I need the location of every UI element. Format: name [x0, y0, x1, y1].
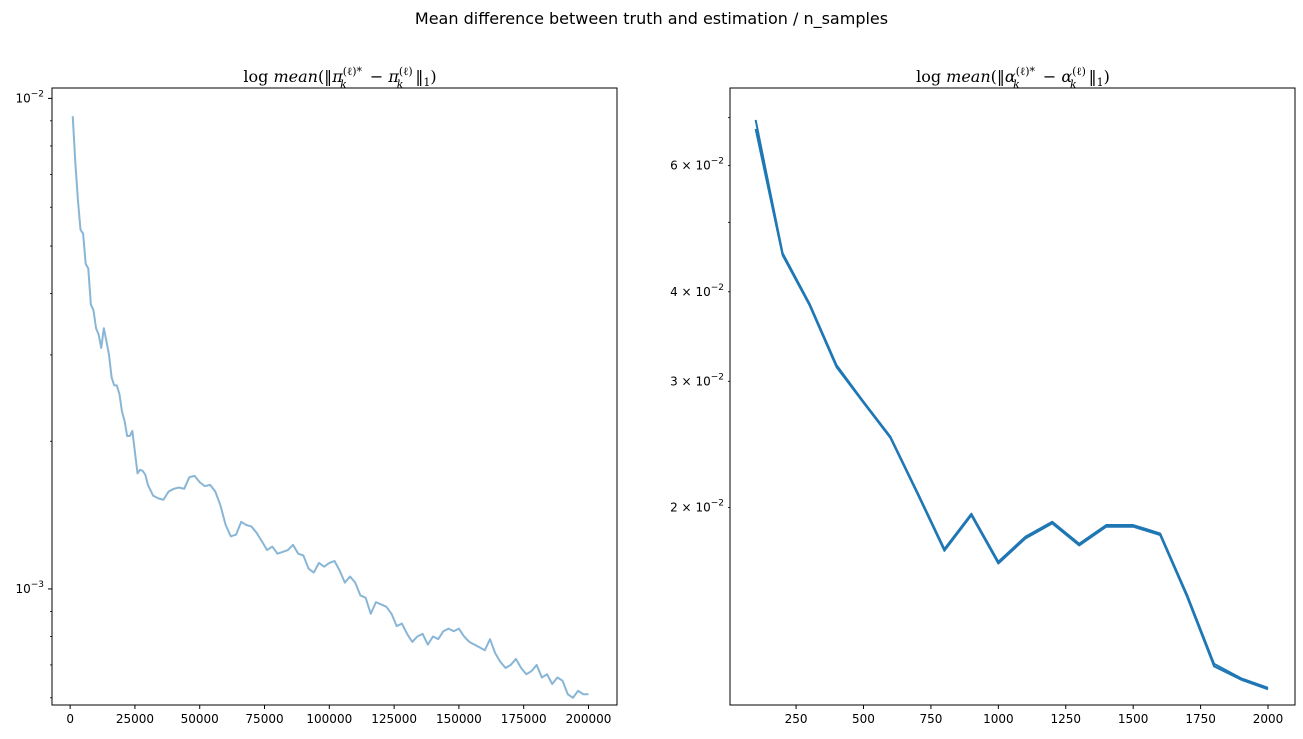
title-minus: −: [365, 67, 389, 86]
x-tick-label: 125000: [371, 712, 417, 726]
title-paren-close: ): [1104, 67, 1110, 86]
y-minor-tick-label: 6 × 10−2: [670, 157, 724, 173]
x-tick-label: 750: [919, 712, 942, 726]
title-norm-close: ‖: [415, 67, 423, 86]
title-norm-close: ‖: [1089, 67, 1097, 86]
x-tick-label: 200000: [566, 712, 612, 726]
title-norm-index: 1: [1097, 76, 1104, 89]
x-tick-label: 1500: [1118, 712, 1149, 726]
right-axes: log mean(‖α(ℓ)* k − α(ℓ) k ‖1) 250 500 750 100…: [670, 65, 1296, 726]
title-log: log: [243, 67, 273, 86]
x-tick-label: 100000: [306, 712, 352, 726]
y-minor-tick-label: 2 × 10−2: [670, 498, 724, 514]
series-line-1: [754, 128, 1269, 691]
title-norm-index: 1: [423, 76, 430, 89]
right-axes-title: log mean(‖α(ℓ)* k − α(ℓ) k ‖1): [916, 65, 1110, 91]
x-tick-label: 250: [785, 712, 808, 726]
x-tick-label: 1000: [983, 712, 1014, 726]
x-tick-label: 1750: [1185, 712, 1216, 726]
title-symbol-2: π: [387, 67, 399, 86]
title-paren-close: ): [430, 67, 436, 86]
y-major-tick-label: 10−3: [15, 580, 44, 596]
title-norm-open: (‖: [991, 67, 1005, 86]
title-minus: −: [1038, 67, 1062, 86]
y-major-tick-label: 10−2: [15, 89, 44, 105]
title-subscript: k: [1013, 78, 1020, 91]
title-symbol: α: [1005, 67, 1016, 86]
left-plot-area: [71, 116, 589, 699]
x-tick-label: 150000: [436, 712, 482, 726]
left-ticks: 0 25000 50000 75000 100000 125000 150000 175000…: [15, 89, 611, 726]
title-symbol-2: α: [1061, 67, 1072, 86]
left-axes-frame: [51, 87, 618, 706]
x-tick-label: 0: [66, 712, 74, 726]
title-mean: mean: [946, 67, 990, 86]
x-tick-label: 175000: [501, 712, 547, 726]
y-minor-tick-label: 4 × 10−2: [670, 283, 724, 299]
title-norm-open: (‖: [318, 67, 332, 86]
y-minor-tick-label: 3 × 10−2: [670, 372, 724, 388]
title-subscript-2: k: [397, 78, 404, 91]
title-superscript: (ℓ)*: [343, 65, 363, 78]
left-axes-title: log mean(‖π(ℓ)* k − π(ℓ) k ‖1): [243, 65, 436, 91]
right-ticks: 250 500 750 1000 1250 1500 1750 2000 2 × 10−2 3 ×…: [670, 117, 1284, 726]
series-line-0: [71, 116, 589, 699]
title-mean: mean: [273, 67, 317, 86]
title-superscript-2: (ℓ): [1072, 65, 1086, 78]
x-tick-label: 75000: [245, 712, 283, 726]
title-log: log: [916, 67, 946, 86]
right-plot-area: [754, 119, 1269, 691]
left-axes: log mean(‖π(ℓ)* k − π(ℓ) k ‖1) 0 25000 50000 7…: [15, 65, 618, 726]
x-tick-label: 500: [852, 712, 875, 726]
x-tick-label: 50000: [181, 712, 219, 726]
right-axes-frame: [729, 87, 1296, 706]
title-subscript: k: [340, 78, 347, 91]
figure-suptitle: Mean difference between truth and estima…: [414, 9, 889, 28]
series-line-0: [754, 119, 1269, 689]
title-subscript-2: k: [1070, 78, 1077, 91]
title-superscript-2: (ℓ): [399, 65, 413, 78]
title-symbol: π: [331, 67, 343, 86]
x-tick-label: 1250: [1050, 712, 1081, 726]
title-superscript: (ℓ)*: [1016, 65, 1036, 78]
x-tick-label: 2000: [1253, 712, 1284, 726]
x-tick-label: 25000: [116, 712, 154, 726]
